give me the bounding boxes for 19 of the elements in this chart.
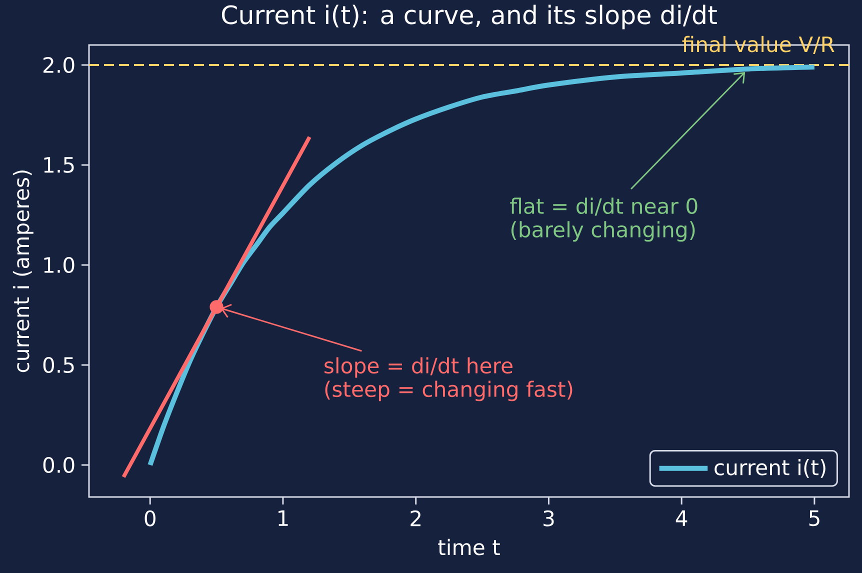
annotation: flat = di/dt near 0: [510, 198, 698, 216]
x-axis-title: time t: [438, 538, 500, 556]
annotation: (steep = changing fast): [325, 380, 572, 402]
x-tick-label: 4: [676, 510, 688, 526]
annotation: (barely changing): [511, 221, 695, 242]
x-tick-label: 0: [144, 510, 156, 526]
x-tick-label: 1: [278, 510, 288, 526]
chart-title: Current i(t): a curve, and its slope di/dt: [222, 4, 717, 30]
x-tick-label: 5: [809, 510, 820, 526]
x-tick-label: 3: [544, 510, 554, 526]
y-axis-title: current i (amperes): [12, 170, 34, 372]
y-tick-label: 1.5: [44, 157, 74, 173]
x-tick-label: 2: [410, 510, 420, 526]
y-tick-label: 0.0: [43, 456, 74, 473]
legend-label: current i(t): [714, 459, 826, 478]
y-tick-label: 0.5: [43, 356, 74, 373]
y-tick-label: 1.0: [44, 256, 74, 273]
y-tick-label: 2.0: [43, 56, 74, 73]
annotation: slope = di/dt here: [324, 357, 512, 378]
